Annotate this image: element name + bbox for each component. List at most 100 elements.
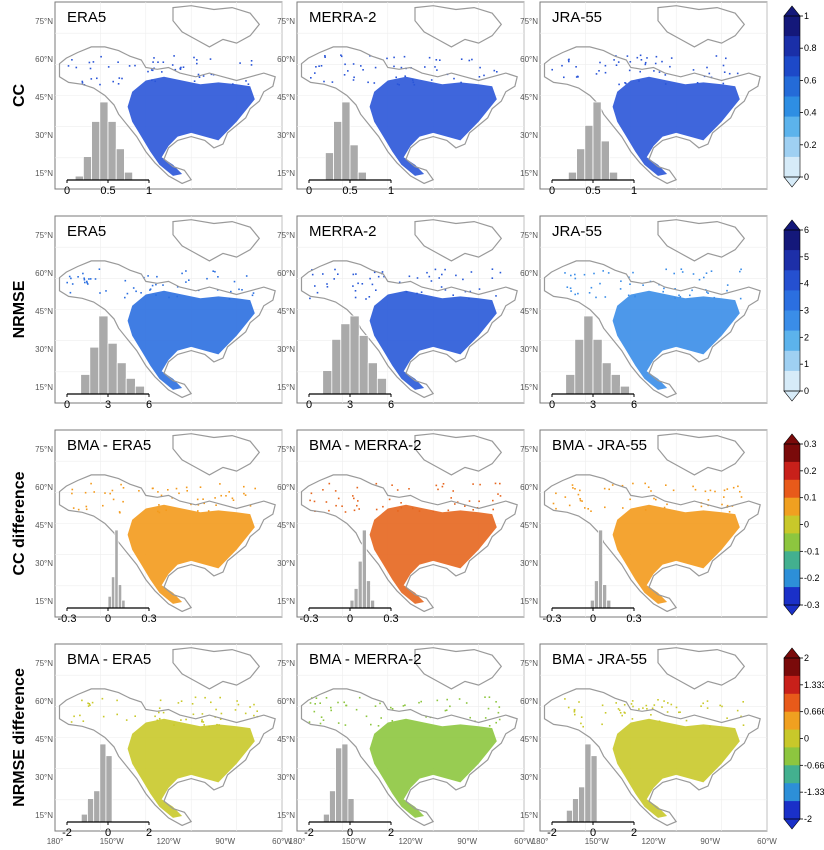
- data-dot: [238, 288, 240, 291]
- data-dot: [90, 78, 93, 80]
- data-dot: [564, 496, 567, 498]
- histogram-bar: [98, 315, 109, 395]
- histogram-bar: [566, 809, 573, 823]
- data-dot: [374, 66, 377, 69]
- data-dot: [308, 721, 311, 723]
- histogram-bar: [565, 374, 576, 395]
- data-dot: [319, 702, 321, 704]
- data-dot: [180, 700, 183, 702]
- data-dot: [88, 61, 91, 64]
- data-dot: [497, 493, 499, 495]
- data-dot: [314, 703, 316, 705]
- data-dot: [726, 504, 729, 507]
- data-dot: [322, 489, 324, 491]
- data-dot: [234, 709, 237, 711]
- data-dot: [67, 65, 70, 67]
- data-dot: [644, 509, 647, 511]
- data-dot: [587, 508, 589, 510]
- lat-tick-label: 60°N: [277, 483, 295, 492]
- histogram-bar: [134, 385, 145, 395]
- data-dot: [571, 484, 574, 486]
- data-dot: [624, 82, 626, 84]
- data-dot: [620, 280, 622, 282]
- data-dot: [315, 697, 318, 699]
- data-dot: [439, 59, 441, 61]
- colorbar: 0 1 2 3 4 5 6: [783, 219, 809, 402]
- arctic-islands: [172, 433, 261, 476]
- data-dot: [151, 284, 154, 287]
- data-dot: [440, 286, 443, 288]
- data-dot: [575, 76, 578, 78]
- histogram-tick-label: 6: [631, 399, 637, 411]
- data-dot: [595, 73, 598, 75]
- data-dot: [83, 278, 86, 281]
- data-dot: [582, 725, 584, 728]
- histogram-bar: [99, 101, 109, 181]
- data-dot: [658, 71, 661, 73]
- arctic-islands: [414, 5, 503, 48]
- data-dot: [185, 270, 187, 272]
- data-dot: [193, 56, 195, 59]
- histogram-tick-label: 1: [631, 185, 637, 197]
- data-dot: [220, 712, 223, 715]
- data-dot: [324, 56, 326, 58]
- data-dot: [154, 80, 156, 83]
- histogram-tick-label: 3: [347, 399, 353, 411]
- data-dot: [646, 57, 648, 59]
- histogram-tick-label: 0: [64, 399, 70, 411]
- map-panel: 75°N 60°N 45°N 30°N 15°N BMA - JRA-55 -2 0 2: [520, 643, 768, 839]
- histogram-bar: [584, 125, 594, 181]
- data-dot: [91, 701, 94, 704]
- data-dot: [627, 294, 630, 297]
- data-dot: [256, 710, 258, 712]
- colorbar-segment: [784, 533, 800, 552]
- data-dot: [680, 268, 683, 270]
- data-dot: [101, 697, 104, 700]
- colorbar-tick-label: -0.666: [804, 760, 824, 770]
- data-dot: [655, 55, 658, 58]
- data-dot: [672, 489, 675, 492]
- colorbar-tick-label: 0.666: [804, 707, 824, 717]
- map-panel: 75°N 60°N 45°N 30°N 15°N ERA5 0 0.5 1: [35, 1, 283, 197]
- data-dot: [583, 273, 586, 276]
- data-field: [612, 290, 740, 390]
- data-dot: [739, 490, 741, 493]
- data-dot: [479, 66, 481, 69]
- data-dot: [197, 510, 199, 512]
- data-dot: [365, 298, 367, 300]
- data-dot: [89, 704, 91, 706]
- data-dot: [196, 498, 199, 501]
- data-dot: [203, 502, 205, 505]
- data-dot: [345, 704, 347, 707]
- data-dot: [647, 486, 650, 488]
- arctic-islands: [172, 219, 261, 262]
- data-dot: [310, 492, 313, 495]
- data-dot: [604, 296, 607, 298]
- data-dot: [225, 495, 227, 497]
- data-dot: [424, 66, 426, 68]
- data-field: [369, 76, 497, 176]
- data-dot: [178, 492, 180, 495]
- data-dot: [568, 504, 571, 507]
- histogram-tick-label: -2: [62, 827, 72, 839]
- data-dot: [215, 504, 217, 506]
- data-dot: [721, 503, 723, 506]
- data-dot: [73, 715, 75, 718]
- coastline: [543, 260, 761, 399]
- arctic-islands: [414, 433, 503, 476]
- histogram-bar: [590, 755, 598, 823]
- data-dot: [122, 487, 125, 489]
- data-dot: [675, 706, 678, 709]
- data-dot: [692, 485, 694, 488]
- data-dot: [107, 66, 110, 68]
- data-dot: [428, 275, 431, 278]
- lat-tick-label: 45°N: [35, 307, 53, 316]
- data-dot: [355, 273, 357, 275]
- lat-tick-label: 45°N: [520, 307, 538, 316]
- data-dot: [374, 705, 377, 707]
- lat-tick-label: 30°N: [277, 559, 295, 568]
- data-dot: [488, 725, 491, 727]
- data-dot: [373, 82, 376, 84]
- data-dot: [185, 718, 187, 721]
